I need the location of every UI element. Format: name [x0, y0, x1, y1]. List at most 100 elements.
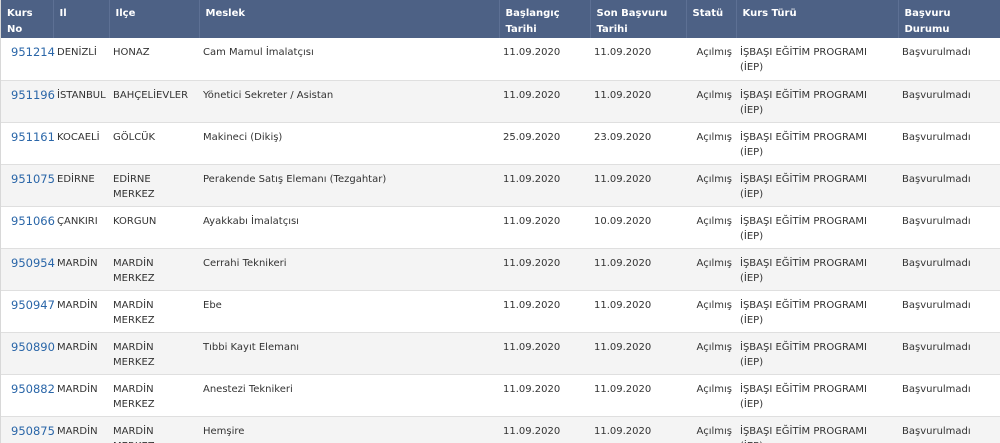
kurs-no-link[interactable]: 950890 — [11, 339, 55, 354]
cell-il: MARDİN — [53, 416, 109, 443]
cell-kurs-turu: İŞBAŞI EĞİTİM PROGRAMI (İEP) — [736, 374, 898, 417]
cell-statu: Açılmış — [686, 80, 736, 123]
header-baslangic-label-line1: Başlangıç — [505, 8, 560, 19]
table-row[interactable]: 951161 KOCAELİ GÖLCÜK Makineci (Dikiş) 25.09… — [1, 122, 1000, 165]
cell-kurs-no[interactable]: 950875 — [1, 416, 55, 443]
cell-kurs-no[interactable]: 951196 — [1, 80, 55, 123]
cell-kurs-no[interactable]: 950954 — [1, 248, 55, 291]
cell-baslangic: 11.09.2020 — [499, 80, 590, 123]
header-baslangic-label-line2: Tarihi — [505, 24, 537, 35]
header-baslangic[interactable]: Başlangıç Tarihi — [499, 0, 591, 38]
cell-son-basvuru: 23.09.2020 — [590, 122, 686, 165]
cell-baslangic: 11.09.2020 — [499, 290, 590, 333]
cell-kurs-no[interactable]: 950890 — [1, 332, 55, 375]
table-row[interactable]: 950890 MARDİN MARDİN MERKEZ Tıbbi Kayıt Ele… — [1, 332, 1000, 375]
header-statu[interactable]: Statü — [686, 0, 737, 38]
table-row[interactable]: 951075 EDİRNE EDİRNE MERKEZ Perakende Satış… — [1, 164, 1000, 207]
table-header: Kurs No Il Ilçe Meslek Başlangıç Tarihi S… — [1, 0, 1000, 38]
table-row[interactable]: 951066 ÇANKIRI KORGUN Ayakkabı İmalatçısı 11… — [1, 206, 1000, 249]
cell-il: EDİRNE — [53, 164, 109, 207]
cell-kurs-turu: İŞBAŞI EĞİTİM PROGRAMI (İEP) — [736, 38, 898, 81]
table-row[interactable]: 951196 İSTANBUL BAHÇELİEVLER Yönetici Sekre… — [1, 80, 1000, 123]
kurs-turu-line1: İŞBAŞI EĞİTİM PROGRAMI — [740, 383, 867, 395]
cell-meslek: Hemşire — [199, 416, 499, 443]
header-statu-label: Statü — [692, 8, 724, 19]
kurs-no-link[interactable]: 951066 — [11, 213, 55, 228]
cell-kurs-turu: İŞBAŞI EĞİTİM PROGRAMI (İEP) — [736, 416, 898, 443]
cell-son-basvuru: 11.09.2020 — [590, 332, 686, 375]
kurs-turu-line2: (İEP) — [740, 62, 764, 73]
cell-statu: Açılmış — [686, 122, 736, 165]
cell-kurs-no[interactable]: 951161 — [1, 122, 55, 165]
cell-baslangic: 11.09.2020 — [499, 38, 590, 81]
cell-son-basvuru: 11.09.2020 — [590, 248, 686, 291]
cell-kurs-no[interactable]: 950882 — [1, 374, 55, 417]
kurs-turu-line1: İŞBAŞI EĞİTİM PROGRAMI — [740, 89, 867, 101]
header-il[interactable]: Il — [53, 0, 110, 38]
header-ilce-label: Ilçe — [115, 8, 136, 19]
header-basvuru-durumu[interactable]: Başvuru Durumu — [898, 0, 1000, 38]
header-basvuru-durumu-label: Başvuru Durumu — [904, 8, 951, 35]
cell-ilce: MARDİN MERKEZ — [109, 332, 199, 375]
header-meslek[interactable]: Meslek — [199, 0, 500, 38]
cell-ilce: KORGUN — [109, 206, 199, 249]
cell-ilce: GÖLCÜK — [109, 122, 199, 165]
cell-ilce: MARDİN MERKEZ — [109, 248, 199, 291]
cell-kurs-no[interactable]: 951075 — [1, 164, 55, 207]
kurs-turu-line2: (İEP) — [740, 272, 764, 284]
cell-basvuru-durumu: Başvurulmadı — [898, 332, 1000, 375]
cell-baslangic: 25.09.2020 — [499, 122, 590, 165]
cell-statu: Açılmış — [686, 248, 736, 291]
header-kurs-no[interactable]: Kurs No — [1, 0, 54, 38]
kurs-turu-line2: (İEP) — [740, 356, 764, 368]
kurs-turu-line1: İŞBAŞI EĞİTİM PROGRAMI — [740, 299, 867, 311]
cell-basvuru-durumu: Başvurulmadı — [898, 80, 1000, 123]
kurs-no-link[interactable]: 951161 — [11, 129, 55, 144]
cell-kurs-turu: İŞBAŞI EĞİTİM PROGRAMI (İEP) — [736, 332, 898, 375]
cell-kurs-no[interactable]: 951066 — [1, 206, 55, 249]
cell-meslek: Ebe — [199, 290, 499, 333]
header-son-basvuru[interactable]: Son Başvuru Tarihi — [590, 0, 687, 38]
cell-statu: Açılmış — [686, 332, 736, 375]
header-meslek-label: Meslek — [205, 8, 246, 19]
header-ilce[interactable]: Ilçe — [109, 0, 200, 38]
header-kurs-turu[interactable]: Kurs Türü — [736, 0, 899, 38]
cell-baslangic: 11.09.2020 — [499, 206, 590, 249]
kurs-no-link[interactable]: 950947 — [11, 297, 55, 312]
kurs-no-link[interactable]: 950954 — [11, 255, 55, 270]
cell-son-basvuru: 11.09.2020 — [590, 80, 686, 123]
cell-statu: Açılmış — [686, 206, 736, 249]
table-row[interactable]: 950954 MARDİN MARDİN MERKEZ Cerrahi Teknike… — [1, 248, 1000, 291]
cell-son-basvuru: 11.09.2020 — [590, 38, 686, 81]
header-kurs-no-label: Kurs No — [7, 8, 33, 35]
cell-basvuru-durumu: Başvurulmadı — [898, 416, 1000, 443]
table-row[interactable]: 951214 DENİZLİ HONAZ Cam Mamul İmalatçısı 11… — [1, 38, 1000, 81]
kurs-no-link[interactable]: 950875 — [11, 423, 55, 438]
cell-kurs-no[interactable]: 951214 — [1, 38, 55, 81]
cell-meslek: Anestezi Teknikeri — [199, 374, 499, 417]
cell-statu: Açılmış — [686, 38, 736, 81]
table-row[interactable]: 950882 MARDİN MARDİN MERKEZ Anestezi Teknik… — [1, 374, 1000, 417]
cell-basvuru-durumu: Başvurulmadı — [898, 374, 1000, 417]
cell-son-basvuru: 11.09.2020 — [590, 164, 686, 207]
header-kurs-turu-label: Kurs Türü — [742, 8, 797, 19]
kurs-turu-line2: (İEP) — [740, 398, 764, 410]
cell-baslangic: 11.09.2020 — [499, 416, 590, 443]
kurs-no-link[interactable]: 950882 — [11, 381, 55, 396]
cell-son-basvuru: 11.09.2020 — [590, 374, 686, 417]
cell-basvuru-durumu: Başvurulmadı — [898, 206, 1000, 249]
cell-basvuru-durumu: Başvurulmadı — [898, 164, 1000, 207]
cell-kurs-no[interactable]: 950947 — [1, 290, 55, 333]
kurs-no-link[interactable]: 951196 — [11, 87, 55, 102]
kurs-no-link[interactable]: 951075 — [11, 171, 55, 186]
kurs-turu-line2: (İEP) — [740, 230, 764, 242]
cell-son-basvuru: 10.09.2020 — [590, 206, 686, 249]
kurs-no-link[interactable]: 951214 — [11, 45, 55, 59]
cell-kurs-turu: İŞBAŞI EĞİTİM PROGRAMI (İEP) — [736, 206, 898, 249]
table-row[interactable]: 950947 MARDİN MARDİN MERKEZ Ebe 11.09.2020 11… — [1, 290, 1000, 333]
kurs-turu-line1: İŞBAŞI EĞİTİM PROGRAMI — [740, 47, 867, 58]
cell-il: MARDİN — [53, 332, 109, 375]
cell-meslek: Yönetici Sekreter / Asistan — [199, 80, 499, 123]
